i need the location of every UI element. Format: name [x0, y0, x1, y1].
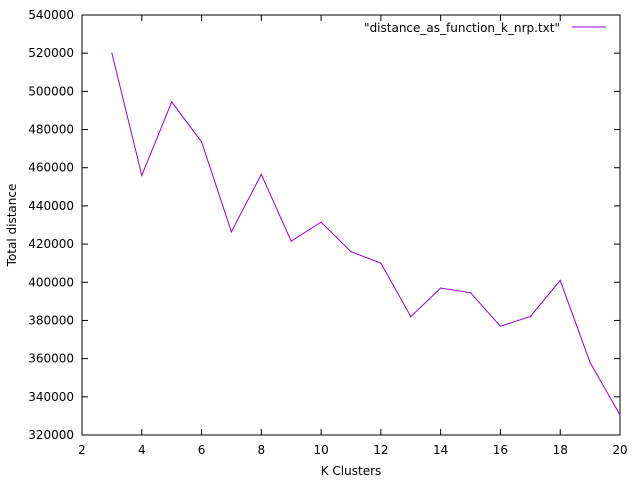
- y-tick-label: 380000: [28, 313, 74, 327]
- data-point: [290, 240, 292, 242]
- axis-tick-labels: 2 4 6 8 10 12 14 16 18 20 320000 340000 360000 380000…: [28, 8, 627, 457]
- series-line: [111, 53, 621, 416]
- x-tick-label: 18: [553, 443, 568, 457]
- y-tick-label: 400000: [28, 275, 74, 289]
- axis-ticks: [81, 14, 621, 436]
- data-point: [499, 325, 502, 327]
- y-tick-label: 320000: [28, 428, 74, 442]
- data-point: [589, 361, 591, 364]
- x-tick-label: 8: [258, 443, 266, 457]
- data-point: [440, 287, 442, 289]
- data-point: [410, 316, 412, 318]
- x-tick-label: 14: [433, 443, 448, 457]
- x-tick-label: 2: [78, 443, 86, 457]
- y-tick-label: 500000: [28, 84, 74, 98]
- data-point: [619, 414, 621, 416]
- x-tick-label: 10: [313, 443, 328, 457]
- x-tick-label: 20: [612, 443, 627, 457]
- data-point: [260, 173, 262, 176]
- y-tick-label: 520000: [28, 46, 74, 60]
- x-tick-label: 6: [198, 443, 206, 457]
- data-point: [559, 279, 561, 281]
- y-tick-label: 540000: [28, 8, 74, 22]
- legend: "distance_as_function_k_nrp.txt": [364, 21, 606, 35]
- y-tick-label: 440000: [28, 199, 74, 213]
- data-point: [529, 316, 531, 318]
- series-layer: [111, 52, 621, 416]
- data-point: [230, 231, 233, 233]
- y-tick-label: 460000: [28, 161, 74, 175]
- data-point: [171, 101, 173, 103]
- y-tick-label: 340000: [28, 390, 74, 404]
- data-point: [350, 251, 352, 253]
- x-tick-label: 4: [138, 443, 146, 457]
- plot-frame: [81, 14, 621, 436]
- y-axis-title: Total distance: [5, 184, 19, 268]
- x-axis-title: K Clusters: [321, 464, 382, 478]
- data-point: [469, 292, 472, 294]
- y-tick-label: 420000: [28, 237, 74, 251]
- y-tick-label: 480000: [28, 123, 74, 137]
- data-point: [111, 52, 113, 54]
- x-tick-label: 12: [373, 443, 388, 457]
- data-point: [200, 141, 203, 143]
- legend-label: "distance_as_function_k_nrp.txt": [364, 21, 560, 35]
- y-tick-label: 360000: [28, 352, 74, 366]
- data-point: [141, 174, 143, 176]
- data-point: [380, 262, 382, 264]
- data-point: [320, 221, 322, 223]
- x-tick-label: 16: [493, 443, 508, 457]
